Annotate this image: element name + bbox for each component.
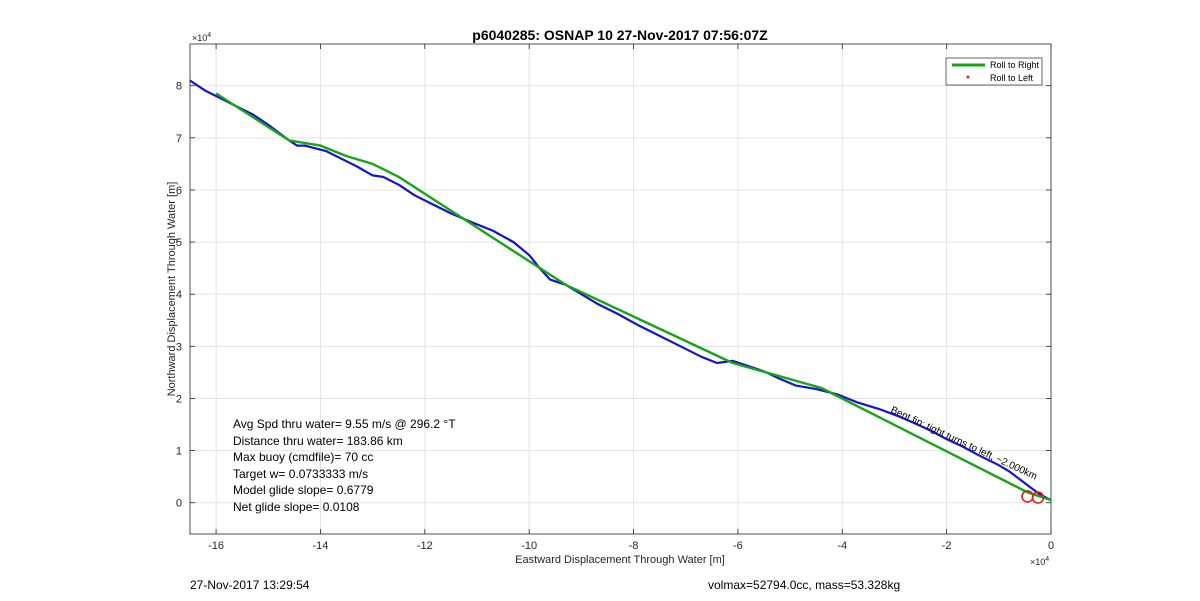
x-axis-exponent: ×104 [1030, 556, 1049, 567]
chart-title: p6040285: OSNAP 10 27-Nov-2017 07:56:07Z [472, 27, 768, 43]
x-tick-label: -12 [417, 540, 433, 552]
y-axis-exponent: ×104 [192, 32, 211, 43]
markers-group [1021, 490, 1045, 504]
x-tick-label: -2 [942, 540, 952, 552]
roll-left-marker [1031, 491, 1045, 504]
series-line-roll-right [215, 92, 1052, 502]
y-tick-label: 0 [176, 498, 182, 510]
y-tick-label: 1 [176, 446, 182, 458]
x-tick-label: -10 [521, 540, 537, 552]
y-tick-label: 3 [176, 341, 182, 353]
y-tick-label: 8 [176, 81, 182, 93]
stats-block: Avg Spd thru water= 9.55 m/s @ 296.2 °T … [233, 416, 456, 515]
y-axis-label: Northward Displacement Through Water [m] [166, 182, 178, 397]
x-tick-label: -6 [733, 540, 743, 552]
legend-swatch-roll-left [966, 75, 970, 79]
footer-timestamp: 27-Nov-2017 13:29:54 [190, 578, 310, 592]
stat-net-glide: Net glide slope= 0.0108 [233, 499, 360, 514]
stat-max-buoy: Max buoy (cmdfile)= 70 cc [233, 450, 374, 464]
plot-area [190, 44, 1051, 534]
x-tick-label: -4 [837, 540, 847, 552]
axes [189, 43, 1052, 535]
y-tick-label: 4 [176, 289, 182, 301]
x-axis-label: Eastward Displacement Through Water [m] [515, 554, 725, 566]
stat-distance: Distance thru water= 183.86 km [233, 433, 403, 448]
legend: Roll to Right Roll to Left [945, 57, 1043, 86]
y-tick-label: 6 [176, 185, 182, 197]
y-tick-label: 7 [176, 133, 182, 145]
stat-model-glide: Model glide slope= 0.6779 [233, 483, 374, 497]
y-ticks: 0 1 2 3 4 5 6 7 8 [176, 81, 1051, 510]
y-tick-label: 5 [176, 237, 182, 249]
x-tick-label: -14 [313, 540, 329, 552]
y-tick-label: 2 [176, 393, 182, 405]
legend-label-roll-right: Roll to Right [990, 60, 1040, 70]
series-group [189, 79, 1052, 502]
stat-target-w: Target w= 0.0733333 m/s [233, 466, 369, 481]
x-tick-label: -8 [629, 540, 639, 552]
axes-box [189, 43, 1052, 535]
x-tick-label: 0 [1048, 540, 1054, 552]
footer-volmax-mass: volmax=52794.0cc, mass=53.328kg [708, 578, 901, 592]
stat-avg-speed: Avg Spd thru water= 9.55 m/s @ 296.2 °T [233, 417, 456, 431]
x-ticks: -16 -14 -12 -10 -8 -6 -4 -2 0 [208, 44, 1054, 552]
legend-label-roll-left: Roll to Left [990, 73, 1034, 83]
legend-box [945, 57, 1043, 86]
series-line-track [189, 79, 1052, 502]
x-tick-label: -16 [208, 540, 224, 552]
